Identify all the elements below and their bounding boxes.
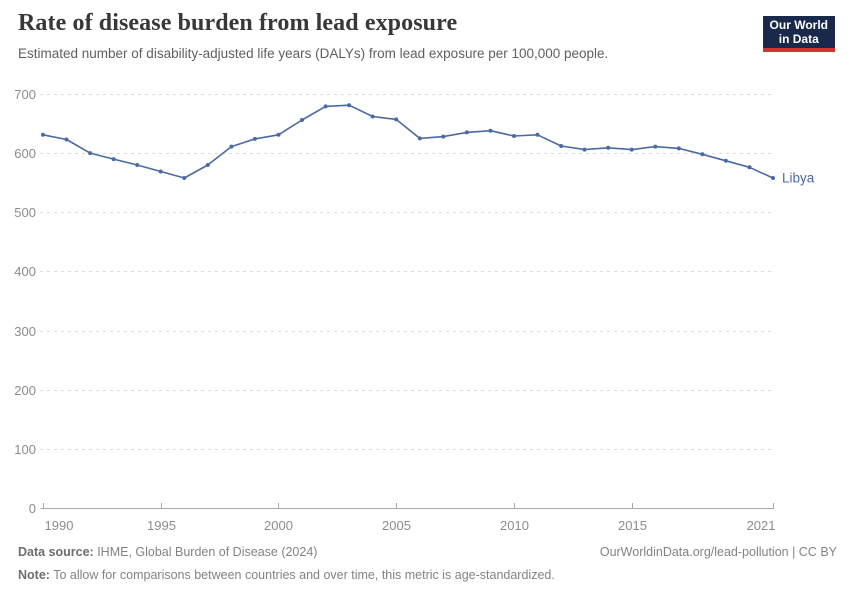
data-point [370, 114, 375, 119]
data-source-value: IHME, Global Burden of Disease (2024) [93, 545, 318, 559]
data-point [300, 118, 304, 122]
data-point [252, 136, 257, 141]
data-point [723, 158, 728, 163]
y-tick-label: 0 [29, 501, 36, 516]
owid-url-link[interactable]: OurWorldinData.org/lead-pollution | CC B… [599, 545, 837, 559]
x-tick-label: 2010 [500, 518, 529, 533]
note-label: Note: [18, 568, 50, 582]
data-point [582, 147, 587, 152]
owid-logo-line2: in Data [778, 31, 819, 46]
data-point [347, 103, 352, 108]
page-title: Rate of disease burden from lead exposur… [18, 10, 458, 36]
y-tick-label: 300 [14, 324, 36, 339]
line-chart: 0 100 200 300 400 500 600 700 1990 1995 2000 2005 20… [14, 87, 815, 533]
entity-label[interactable]: Libya [782, 170, 815, 185]
data-point [606, 145, 611, 150]
chart-footer: Data source: IHME, Global Burden of Dise… [18, 545, 837, 582]
data-point [653, 144, 658, 149]
x-tick-label: 2000 [264, 518, 293, 533]
x-tick-label: 1990 [45, 518, 74, 533]
data-point [88, 151, 93, 156]
y-tick-label: 500 [14, 205, 36, 220]
x-tick-label: 1995 [147, 518, 176, 533]
data-point [535, 132, 540, 137]
data-point [771, 176, 775, 180]
y-tick-label: 700 [14, 87, 36, 102]
note-value: To allow for comparisons between countri… [49, 568, 555, 582]
data-line [42, 104, 774, 179]
x-tick-label: 2021 [747, 518, 776, 533]
data-point [394, 117, 399, 122]
data-point [676, 146, 681, 151]
footer-note: Note: To allow for comparisons between c… [18, 568, 837, 582]
data-point [323, 104, 328, 109]
data-point [158, 169, 163, 174]
data-point [205, 163, 210, 167]
owid-logo[interactable]: Our World in Data [762, 16, 835, 52]
data-point [488, 128, 493, 133]
data-point [182, 176, 187, 180]
data-point [559, 144, 564, 148]
data-source-text: Data source: IHME, Global Burden of Dise… [18, 545, 317, 559]
data-point [111, 157, 116, 162]
y-tick-label: 200 [14, 383, 36, 398]
x-tick-label: 2015 [618, 518, 647, 533]
owid-logo-line1: Our World [769, 18, 828, 32]
data-point [629, 147, 634, 152]
x-tick-label: 2005 [382, 518, 411, 533]
data-source-label: Data source: [18, 545, 94, 559]
data-point [41, 132, 45, 137]
data-point [64, 137, 69, 142]
footer-license: OurWorldinData.org/lead-pollution | CC B… [600, 545, 837, 559]
chart-header: Rate of disease burden from lead exposur… [18, 10, 750, 61]
data-point [700, 152, 705, 157]
y-tick-label: 600 [14, 146, 36, 161]
data-point [276, 132, 281, 137]
data-point [417, 136, 422, 141]
data-point [229, 144, 234, 149]
data-point [464, 130, 469, 135]
data-point [441, 134, 446, 139]
page-subtitle: Estimated number of disability-adjusted … [18, 46, 609, 61]
y-tick-label: 100 [14, 442, 36, 457]
data-point [135, 163, 140, 167]
data-point [512, 134, 516, 138]
y-tick-label: 400 [14, 264, 36, 279]
data-point [747, 165, 752, 170]
